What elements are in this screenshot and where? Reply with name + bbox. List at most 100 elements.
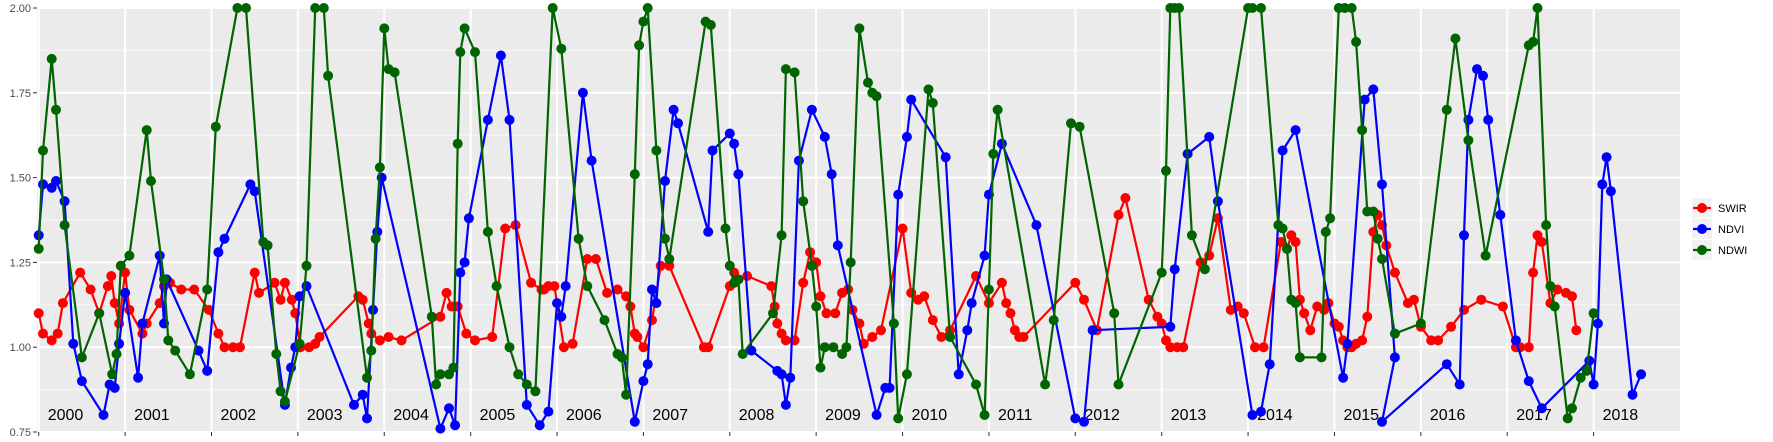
data-point-ndvi	[459, 257, 470, 268]
series-line-ndwi	[37, 6, 1595, 420]
data-point-ndwi	[146, 176, 156, 186]
data-point-ndwi	[1549, 301, 1560, 312]
data-point-swir	[798, 277, 809, 288]
year-label: 2010	[912, 407, 948, 424]
data-point-ndwi	[1581, 365, 1592, 376]
data-point-ndvi	[349, 399, 359, 410]
data-point-ndwi	[547, 3, 558, 13]
data-point-ndwi	[1040, 379, 1051, 390]
data-point-ndvi	[651, 298, 662, 309]
legend-item-ndvi: NDVI	[1692, 219, 1744, 239]
data-point-ndwi	[455, 47, 466, 58]
data-point-ndwi	[232, 3, 243, 13]
data-point-ndvi	[1368, 84, 1379, 95]
data-point-ndwi	[1532, 3, 1543, 13]
data-point-swir	[235, 342, 245, 353]
data-point-ndvi	[301, 281, 312, 292]
data-point-swir	[1389, 267, 1400, 278]
year-label: 2014	[1257, 407, 1293, 424]
data-point-ndvi	[504, 114, 515, 125]
data-point-ndvi	[884, 382, 895, 393]
data-point-ndvi	[586, 155, 597, 166]
data-point-ndvi	[1165, 321, 1176, 332]
data-point-ndvi	[1459, 230, 1469, 241]
data-point-ndvi	[76, 376, 87, 387]
data-point-swir	[176, 284, 187, 295]
data-point-ndwi	[1066, 118, 1076, 129]
data-point-ndvi	[534, 420, 545, 431]
data-point-ndwi	[815, 362, 826, 373]
data-point-ndwi	[1368, 206, 1379, 217]
data-point-ndvi	[543, 406, 554, 417]
data-point-swir	[189, 284, 200, 295]
data-point-ndwi	[927, 98, 938, 108]
data-point-ndwi	[871, 91, 882, 102]
data-point-ndvi	[495, 50, 506, 61]
data-point-swir	[1250, 342, 1260, 353]
data-point-ndvi	[521, 399, 532, 410]
data-point-ndvi	[435, 423, 446, 434]
data-point-ndwi	[573, 233, 584, 244]
data-point-ndwi	[1450, 33, 1461, 44]
data-point-ndvi	[560, 281, 571, 292]
data-point-swir	[742, 271, 753, 281]
data-point-swir	[85, 284, 96, 295]
data-point-ndwi	[863, 77, 873, 88]
data-point-ndwi	[530, 386, 541, 397]
data-point-swir	[558, 342, 569, 353]
data-point-ndvi	[556, 311, 567, 322]
data-point-ndvi	[962, 325, 973, 336]
data-point-swir	[1497, 301, 1508, 312]
data-point-swir	[766, 281, 777, 292]
data-point-ndwi	[1377, 254, 1387, 264]
data-point-ndvi	[1212, 196, 1223, 207]
data-point-swir	[1165, 342, 1176, 353]
data-point-ndwi	[482, 226, 493, 237]
data-point-swir	[549, 281, 560, 292]
data-point-ndwi	[841, 342, 852, 353]
data-point-ndwi	[210, 121, 221, 132]
data-point-ndwi	[33, 243, 44, 254]
data-point-ndvi	[357, 389, 368, 400]
data-point-swir	[1079, 294, 1089, 305]
data-point-ndwi	[1186, 230, 1197, 241]
data-point-ndwi	[1256, 3, 1266, 13]
data-point-ndvi	[1169, 264, 1180, 275]
data-point-ndwi	[660, 233, 670, 244]
data-point-swir	[1357, 335, 1368, 346]
data-point-ndwi	[389, 67, 400, 78]
data-point-ndwi	[431, 379, 442, 390]
data-point-ndwi	[107, 369, 118, 380]
data-point-ndwi	[1389, 328, 1400, 339]
data-point-swir	[655, 260, 666, 271]
data-point-ndvi	[577, 87, 588, 98]
data-point-ndwi	[1588, 308, 1599, 319]
data-point-ndwi	[366, 345, 377, 356]
data-point-ndvi	[450, 420, 461, 431]
data-point-ndwi	[1357, 125, 1368, 136]
data-point-ndvi	[1601, 152, 1612, 163]
data-point-ndwi	[275, 386, 286, 397]
data-point-swir	[638, 342, 649, 353]
data-point-swir	[602, 287, 613, 298]
data-point-swir	[279, 277, 290, 288]
data-point-swir	[1178, 342, 1189, 353]
data-point-swir	[1275, 237, 1286, 247]
data-point-ndwi	[983, 284, 994, 295]
data-point-swir	[46, 335, 57, 346]
data-point-ndwi	[1372, 233, 1383, 244]
data-point-ndvi	[703, 226, 714, 237]
data-point-ndvi	[901, 131, 912, 142]
data-point-swir	[1408, 294, 1419, 305]
data-point-ndvi	[1536, 403, 1547, 414]
data-point-ndwi	[1109, 308, 1120, 319]
legend-label: SWIR	[1718, 203, 1747, 215]
data-point-swir	[52, 328, 63, 339]
data-point-ndvi	[1605, 186, 1616, 197]
data-point-ndwi	[202, 284, 213, 295]
data-point-swir	[470, 335, 480, 346]
data-point-ndwi	[705, 20, 716, 30]
data-point-swir	[1571, 325, 1582, 336]
data-point-swir	[590, 254, 601, 264]
data-point-swir	[1433, 335, 1444, 346]
